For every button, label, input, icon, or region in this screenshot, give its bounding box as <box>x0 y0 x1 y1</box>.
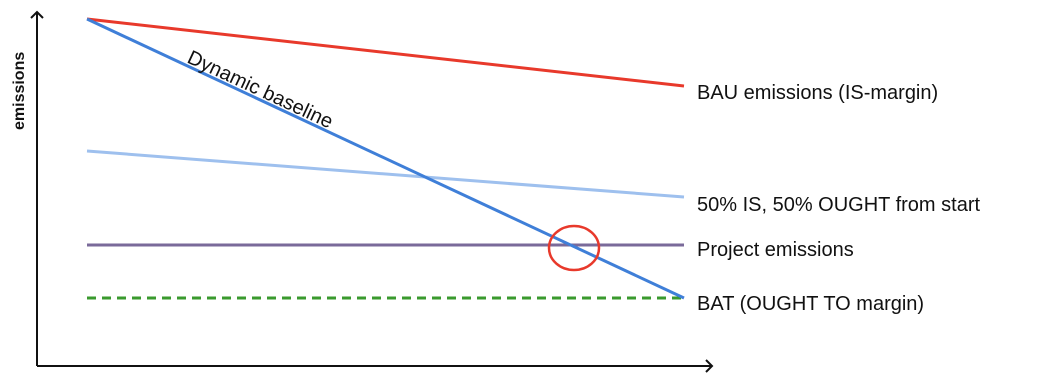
dynamic-baseline-line <box>86 17 685 300</box>
bau-emissions-label: BAU emissions (IS-margin) <box>697 82 938 104</box>
mixed-baseline-label: 50% IS, 50% OUGHT from start <box>697 194 980 216</box>
dynamic-baseline-label: Dynamic baseline <box>184 47 336 134</box>
intersection-circle-icon <box>547 224 601 272</box>
project-emissions-label: Project emissions <box>697 239 854 261</box>
mixed-baseline-line <box>86 149 685 199</box>
bau-emissions-line <box>86 17 685 88</box>
y-axis-label: emissions <box>11 52 28 130</box>
bat-label: BAT (OUGHT TO margin) <box>697 293 924 315</box>
